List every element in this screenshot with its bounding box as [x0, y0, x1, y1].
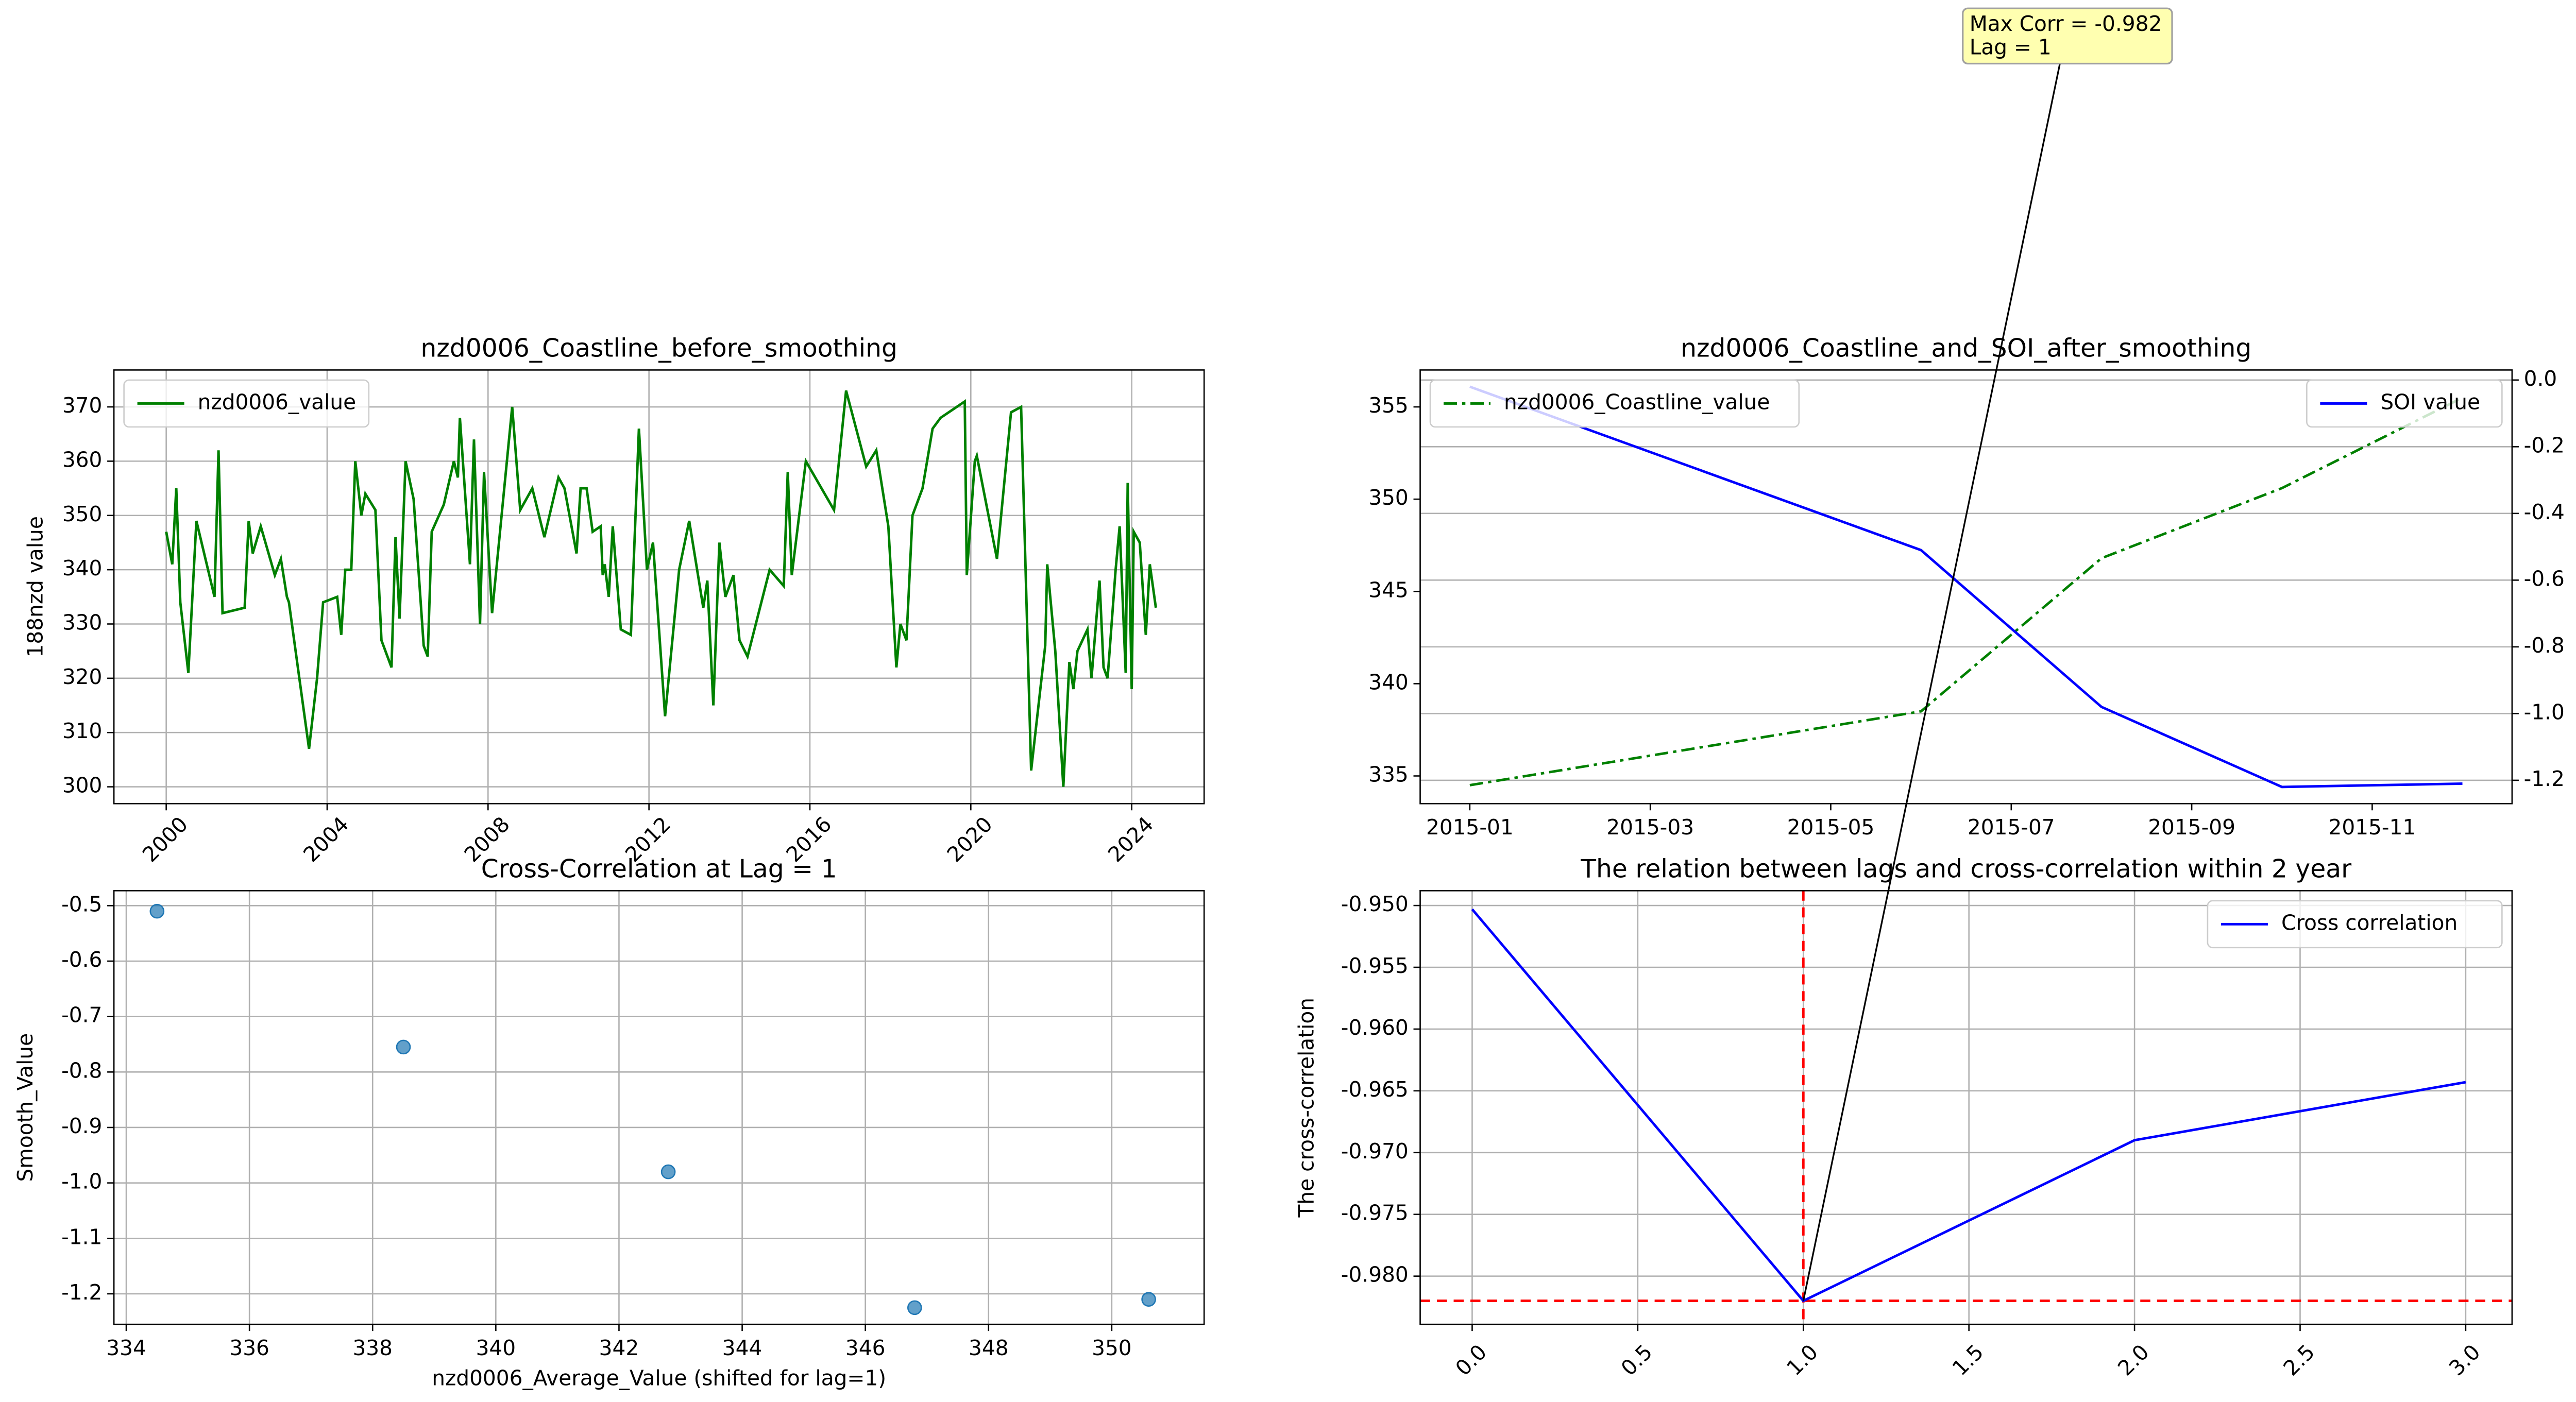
y2-tick-label: 0.0: [2524, 366, 2557, 391]
chart-title: Cross-Correlation at Lag = 1: [481, 854, 837, 883]
y-tick-label: 340: [1368, 670, 1409, 694]
y-tick-label: 310: [62, 719, 103, 743]
series-line: [1471, 908, 2466, 1303]
y-axis-label: Smooth_Value: [13, 1033, 38, 1182]
x-tick-label: 338: [352, 1336, 393, 1360]
plot-area: [1420, 891, 2512, 1325]
y2-tick-label: -0.6: [2524, 566, 2565, 591]
series-line: [165, 390, 1157, 787]
x-axis-label: nzd0006_Average_Value (shifted for lag=1…: [432, 1365, 886, 1390]
legend-label: nzd0006_value: [198, 389, 357, 414]
y-axis-label: The cross-correlation: [1294, 998, 1319, 1218]
legend-label: nzd0006_Coastline_value: [1504, 389, 1770, 414]
x-tick-label: 348: [969, 1336, 1009, 1360]
y2-tick-label: -1.0: [2524, 699, 2565, 724]
y-tick-label: 330: [62, 610, 103, 635]
chart-title: nzd0006_Coastline_before_smoothing: [420, 334, 897, 363]
y-tick-label: -0.7: [61, 1003, 102, 1028]
y-tick-label: -1.2: [61, 1280, 102, 1305]
y-tick-label: 370: [62, 393, 103, 418]
annotation-box: [1962, 7, 2173, 65]
y-tick-label: -1.1: [61, 1224, 102, 1249]
legend-label: Cross correlation: [2281, 910, 2458, 935]
y-tick-label: 360: [62, 447, 103, 472]
axes-frame: [1419, 890, 2513, 1325]
legend-box: [123, 379, 370, 428]
legend-label: SOI value: [2380, 389, 2480, 414]
y-tick-label: 350: [1368, 485, 1409, 510]
plot-area: [1420, 370, 2512, 804]
scatter-point: [149, 903, 165, 919]
y-tick-label: 355: [1368, 393, 1409, 418]
x-tick-label: 340: [476, 1336, 516, 1360]
y-tick-label: -0.980: [1341, 1262, 1409, 1287]
axes-frame: [1419, 369, 2513, 805]
scatter-point: [1141, 1292, 1156, 1307]
y-tick-label: -0.960: [1341, 1015, 1409, 1040]
y2-tick-label: -1.2: [2524, 766, 2565, 791]
annotation-text: Lag = 1: [1970, 35, 2052, 59]
x-tick-label: 336: [229, 1336, 269, 1360]
y-tick-label: -0.970: [1341, 1139, 1409, 1164]
y-tick-label: 335: [1368, 762, 1409, 787]
x-tick-label: 2015-07: [1968, 815, 2055, 840]
y-tick-label: -0.9: [61, 1114, 102, 1138]
annotation-arrow: [1802, 63, 2061, 1301]
plot-area: [114, 891, 1205, 1325]
y-axis-label: 188nzd value: [23, 516, 48, 657]
y-tick-label: -0.6: [61, 947, 102, 972]
y-tick-label: 320: [62, 664, 103, 689]
x-tick-label: 350: [1092, 1336, 1132, 1360]
x-tick-label: 342: [599, 1336, 639, 1360]
y-tick-label: 340: [62, 556, 103, 580]
x-tick-label: 344: [722, 1336, 762, 1360]
axes-frame: [113, 890, 1205, 1325]
y2-tick-label: -0.8: [2524, 633, 2565, 658]
x-tick-label: 2015-01: [1426, 815, 1514, 840]
plot-area: [114, 370, 1205, 804]
x-tick-label: 2015-03: [1606, 815, 1694, 840]
axes-frame: [113, 369, 1205, 805]
y-tick-label: 300: [62, 773, 103, 798]
legend-box: [2306, 379, 2503, 428]
x-tick-label: 2015-09: [2148, 815, 2235, 840]
y-tick-label: 350: [62, 502, 103, 526]
scatter-point: [907, 1300, 922, 1315]
y-tick-label: -0.975: [1341, 1201, 1409, 1225]
y2-tick-label: -0.4: [2524, 500, 2565, 524]
annotation-text: Max Corr = -0.982: [1970, 11, 2162, 36]
y-tick-label: -1.0: [61, 1169, 102, 1194]
x-tick-label: 334: [106, 1336, 146, 1360]
scatter-point: [396, 1039, 411, 1055]
y-tick-label: 345: [1368, 577, 1409, 602]
y2-tick-label: -0.2: [2524, 433, 2565, 457]
y-tick-label: -0.5: [61, 892, 102, 916]
legend-box: [2207, 900, 2503, 949]
x-tick-label: 2015-11: [2329, 815, 2416, 840]
chart-title: The relation between lags and cross-corr…: [1580, 854, 2352, 883]
y-tick-label: -0.955: [1341, 953, 1409, 978]
series-line: [1469, 385, 2463, 789]
legend-box: [1429, 379, 1800, 428]
scatter-point: [660, 1164, 676, 1179]
series-line: [1469, 396, 2463, 787]
y-tick-label: -0.8: [61, 1058, 102, 1083]
y-tick-label: -0.950: [1341, 892, 1409, 916]
x-tick-label: 346: [845, 1336, 886, 1360]
chart-title: nzd0006_Coastline_and_SOI_after_smoothin…: [1681, 334, 2251, 363]
x-tick-label: 2015-05: [1787, 815, 1875, 840]
y-tick-label: -0.965: [1341, 1077, 1409, 1102]
